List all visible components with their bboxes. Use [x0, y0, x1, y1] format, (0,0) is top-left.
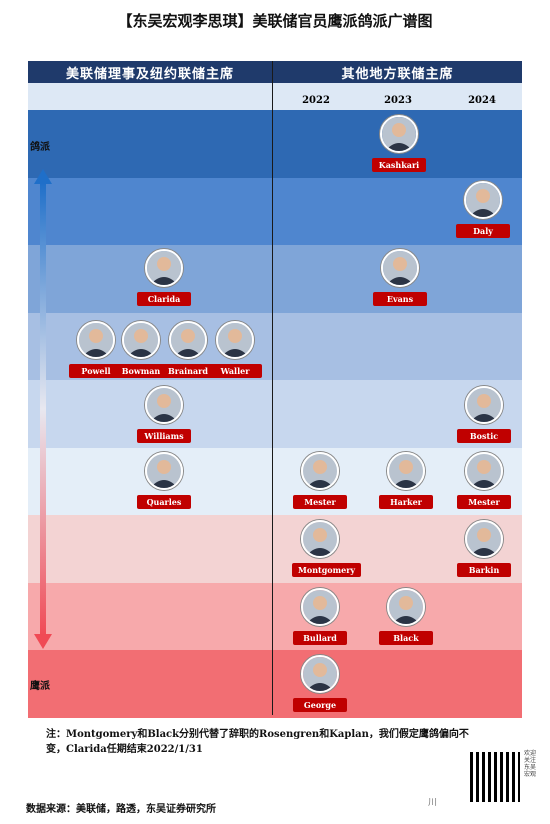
name-tag-mester-2022: Mester [293, 495, 347, 509]
portrait-bullard [301, 588, 339, 626]
portrait-waller [216, 321, 254, 359]
name-tag-bowman: Bowman [114, 364, 168, 378]
header-right: 其他地方联储主席 [273, 61, 522, 83]
person-clarida: Clarida [136, 249, 192, 306]
person-harker: Harker [378, 452, 434, 509]
stance-band [28, 380, 522, 448]
name-tag-brainard: Brainard [161, 364, 215, 378]
portrait-bostic [465, 386, 503, 424]
portrait-george [301, 655, 339, 693]
stance-band [28, 515, 522, 583]
portrait-barkin [465, 520, 503, 558]
portrait-kashkari [380, 115, 418, 153]
stance-band [28, 447, 522, 515]
person-kashkari: Kashkari [371, 115, 427, 172]
person-george: George [292, 655, 348, 712]
portrait-brainard [169, 321, 207, 359]
person-black: Black [378, 588, 434, 645]
footnote: 注：Montgomery和Black分别代替了辞职的Rosengren和Kapl… [46, 729, 469, 755]
portrait-quarles [145, 452, 183, 490]
portrait-black [387, 588, 425, 626]
name-tag-powell: Powell [69, 364, 123, 378]
name-tag-barkin: Barkin [457, 563, 511, 577]
person-williams: Williams [136, 386, 192, 443]
portrait-bowman [122, 321, 160, 359]
portrait-mester [301, 452, 339, 490]
person-bowman: Bowman [113, 321, 169, 378]
year-2022: 2022 [302, 95, 330, 106]
person-powell: Powell [68, 321, 124, 378]
name-tag-mester-2024: Mester [457, 495, 511, 509]
person-evans: Evans [372, 249, 428, 306]
name-tag-george: George [293, 698, 347, 712]
portrait-mester [465, 452, 503, 490]
watermark: 川 [428, 798, 438, 808]
person-brainard: Brainard [160, 321, 216, 378]
person-waller: Waller [207, 321, 263, 378]
hawkish-label: 鹰派 [30, 681, 50, 692]
person-bullard: Bullard [292, 588, 348, 645]
name-tag-waller: Waller [208, 364, 262, 378]
person-daly: Daly [455, 181, 511, 238]
portrait-daly [464, 181, 502, 219]
year-2024: 2024 [468, 95, 496, 106]
person-quarles: Quarles [136, 452, 192, 509]
name-tag-bostic: Bostic [457, 429, 511, 443]
year-header-row [28, 83, 522, 110]
portrait-williams [145, 386, 183, 424]
portrait-powell [77, 321, 115, 359]
person-mester-2024: Mester [456, 452, 512, 509]
name-tag-bullard: Bullard [293, 631, 347, 645]
portrait-evans [381, 249, 419, 287]
portrait-clarida [145, 249, 183, 287]
person-mester-2022: Mester [292, 452, 348, 509]
stance-band [28, 110, 522, 178]
portrait-harker [387, 452, 425, 490]
person-barkin: Barkin [456, 520, 512, 577]
column-divider [272, 61, 273, 715]
name-tag-quarles: Quarles [137, 495, 191, 509]
qr-caption: 欢迎关注东吴宏观 [524, 750, 537, 778]
person-montgomery: Montgomery [292, 520, 362, 577]
stance-band [28, 650, 522, 718]
name-tag-kashkari: Kashkari [372, 158, 426, 172]
name-tag-clarida: Clarida [137, 292, 191, 306]
name-tag-evans: Evans [373, 292, 427, 306]
dove-hawk-arrow [34, 169, 52, 649]
name-tag-montgomery: Montgomery [292, 563, 362, 577]
name-tag-harker: Harker [379, 495, 433, 509]
data-source: 数据来源：美联储，路透，东吴证券研究所 [26, 804, 216, 815]
name-tag-williams: Williams [137, 429, 191, 443]
year-2023: 2023 [384, 95, 412, 106]
header-left: 美联储理事及纽约联储主席 [28, 61, 272, 83]
name-tag-daly: Daly [456, 224, 510, 238]
name-tag-black: Black [379, 631, 433, 645]
stance-band [28, 177, 522, 245]
stance-band [28, 245, 522, 313]
person-bostic: Bostic [456, 386, 512, 443]
page-title: 【东吴宏观李思琪】美联储官员鹰派鸽派广谱图 [117, 12, 433, 30]
dovish-label: 鸽派 [30, 142, 50, 153]
stance-band [28, 582, 522, 650]
portrait-montgomery [301, 520, 339, 558]
qr-code [470, 752, 520, 802]
